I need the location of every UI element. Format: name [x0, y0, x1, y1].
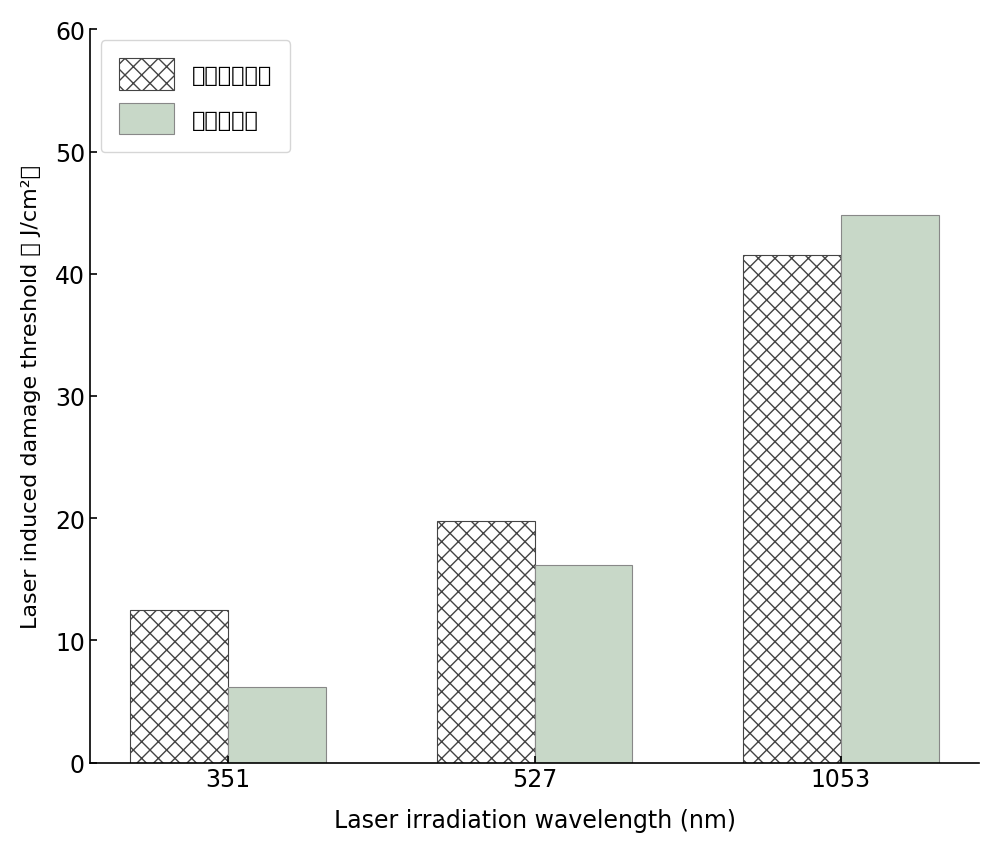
Bar	[437, 521, 534, 763]
Bar	[130, 610, 228, 763]
Bar	[841, 216, 939, 763]
Legend: 基频分离玻璃, 熔石英玻璃: 基频分离玻璃, 熔石英玻璃	[101, 42, 290, 153]
Bar	[228, 687, 326, 763]
Bar	[534, 565, 632, 763]
Bar	[743, 256, 841, 763]
Y-axis label: Laser induced damage threshold （ J/cm²）: Laser induced damage threshold （ J/cm²）	[21, 165, 41, 629]
X-axis label: Laser irradiation wavelength (nm): Laser irradiation wavelength (nm)	[334, 809, 736, 833]
